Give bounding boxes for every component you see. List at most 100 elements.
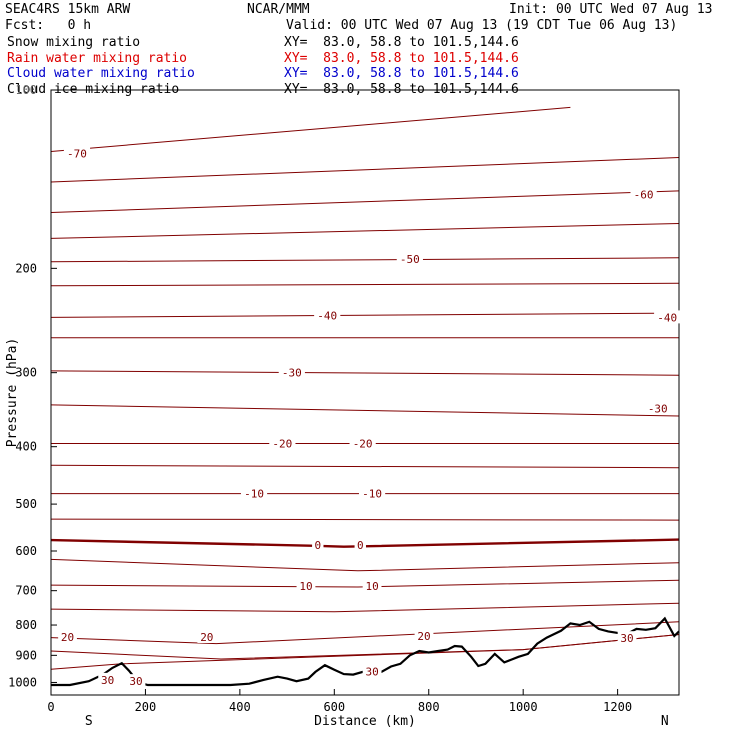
- contour-label: -70: [67, 148, 87, 161]
- contour-line: [50, 602, 680, 613]
- y-tick-label: 800: [15, 618, 37, 632]
- contour-label: 20: [61, 631, 74, 644]
- valid-time: Valid: 00 UTC Wed 07 Aug 13 (19 CDT Tue …: [286, 18, 678, 33]
- axes: 0 200 400 600 800 1000 12002003004005006007008…: [5, 83, 669, 729]
- temperature-contours: [50, 106, 680, 670]
- contour-label: -20: [272, 437, 292, 450]
- contour-label-bg: [63, 146, 91, 160]
- contour-label-bg: [358, 486, 386, 500]
- contour-line: [50, 282, 680, 287]
- y-tick-label: 1000: [8, 675, 37, 689]
- legend-xy: XY= 83.0, 58.8 to 101.5,144.6: [284, 35, 519, 50]
- y-tick-label: 600: [15, 544, 37, 558]
- legend-name: Rain water mixing ratio: [7, 50, 188, 66]
- y-tick-label: 700: [15, 584, 37, 598]
- legend-xy: XY= 83.0, 58.8 to 101.5,144.6: [284, 66, 519, 81]
- contour-label: 20: [200, 631, 213, 644]
- contour-label-bg: [58, 629, 77, 643]
- contour-line: [50, 579, 680, 588]
- legend-name: Snow mixing ratio: [7, 35, 141, 50]
- contour-label-bg: [617, 631, 637, 645]
- contour-label-bg: [240, 486, 268, 500]
- contour-label: 30: [101, 674, 114, 687]
- x-tick-label: 0: [47, 700, 54, 714]
- contour-label-bg: [654, 310, 681, 324]
- contour-line: [50, 518, 680, 521]
- contour-label: -40: [657, 311, 677, 324]
- model-title: SEAC4RS 15km ARW: [5, 2, 131, 17]
- contour-label: -50: [400, 253, 420, 266]
- contour-line: [50, 257, 680, 263]
- contour-label: 0: [357, 539, 364, 552]
- contour-label-bg: [197, 629, 217, 643]
- contour-label-bg: [98, 672, 118, 686]
- plot-frame: [50, 89, 680, 696]
- org-label: NCAR/MMM: [247, 2, 310, 17]
- forecast-hour: Fcst: 0 h: [5, 18, 92, 33]
- contour-label-bg: [362, 579, 382, 593]
- contour-line: [50, 621, 680, 645]
- contour-label: 30: [620, 632, 633, 645]
- contour-line: [50, 634, 680, 670]
- contour-line: [50, 106, 571, 152]
- x-tick-label: 600: [323, 700, 345, 714]
- y-tick-label-top: 100: [15, 83, 37, 97]
- contour-line: [50, 404, 680, 417]
- x-tick-label: 800: [418, 700, 440, 714]
- contour-label-bg: [312, 537, 324, 551]
- contour-label: 10: [365, 580, 378, 593]
- contour-label: -10: [362, 488, 382, 501]
- contour-label-bg: [126, 674, 146, 688]
- contour-label: -40: [317, 309, 337, 322]
- contour-label: -30: [648, 403, 668, 416]
- contour-label: 30: [365, 665, 378, 678]
- legend-xy: XY= 83.0, 58.8 to 101.5,144.6: [284, 50, 519, 66]
- terrain-layer: [51, 616, 680, 687]
- contour-line: [50, 558, 680, 572]
- legend-name: Cloud ice mixing ratio: [7, 81, 180, 97]
- contour-label-bg: [396, 252, 423, 266]
- terrain-line: [51, 616, 680, 687]
- y-tick-label: 900: [15, 648, 37, 662]
- x-tick-label: 400: [229, 700, 251, 714]
- y-tick-label: 200: [15, 261, 37, 275]
- endpoint-north: N: [661, 714, 669, 729]
- legend-xy: XY= 83.0, 58.8 to 101.5,144.6: [284, 81, 519, 97]
- contour-label: 20: [417, 630, 430, 643]
- y-tick-label: 300: [15, 366, 37, 380]
- x-axis-title: Distance (km): [314, 714, 416, 729]
- contour-line: [50, 538, 680, 548]
- contour-label-bg: [644, 401, 671, 415]
- x-tick-label: 1000: [509, 700, 538, 714]
- contour-line: [50, 157, 680, 183]
- x-tick-label: 1200: [603, 700, 632, 714]
- contour-label-bg: [314, 308, 341, 322]
- contour-label: -30: [282, 367, 302, 380]
- contour-label-bg: [296, 579, 316, 593]
- contour-line: [50, 223, 680, 239]
- contour-label-bg: [349, 436, 376, 450]
- contour-label: -20: [353, 437, 373, 450]
- contour-label-bg: [414, 629, 434, 643]
- contour-label-bg: [362, 664, 382, 678]
- contour-line: [50, 190, 680, 213]
- contour-label: 10: [299, 580, 312, 593]
- contour-label: 0: [314, 539, 321, 552]
- contour-label: -10: [244, 488, 264, 501]
- y-tick-label: 500: [15, 497, 37, 511]
- endpoint-south: S: [85, 714, 93, 729]
- contour-label: 30: [129, 675, 142, 688]
- x-tick-label: 200: [135, 700, 157, 714]
- contour-labels: -70 -60 -50 -40 -40 -30 -30 -20 -20 -10 -10 0 0 10 10 2…: [58, 146, 681, 688]
- contour-line: [50, 370, 680, 376]
- contour-label-bg: [354, 537, 366, 551]
- contour-label-bg: [630, 187, 657, 201]
- contour-label-bg: [278, 365, 305, 379]
- contour-label: -60: [634, 188, 654, 201]
- y-tick-label: 400: [15, 440, 37, 454]
- init-time: Init: 00 UTC Wed 07 Aug 13: [509, 2, 713, 17]
- legend-name: Cloud water mixing ratio: [7, 66, 195, 81]
- contour-line: [50, 464, 680, 469]
- y-axis-title: Pressure (hPa): [5, 338, 20, 448]
